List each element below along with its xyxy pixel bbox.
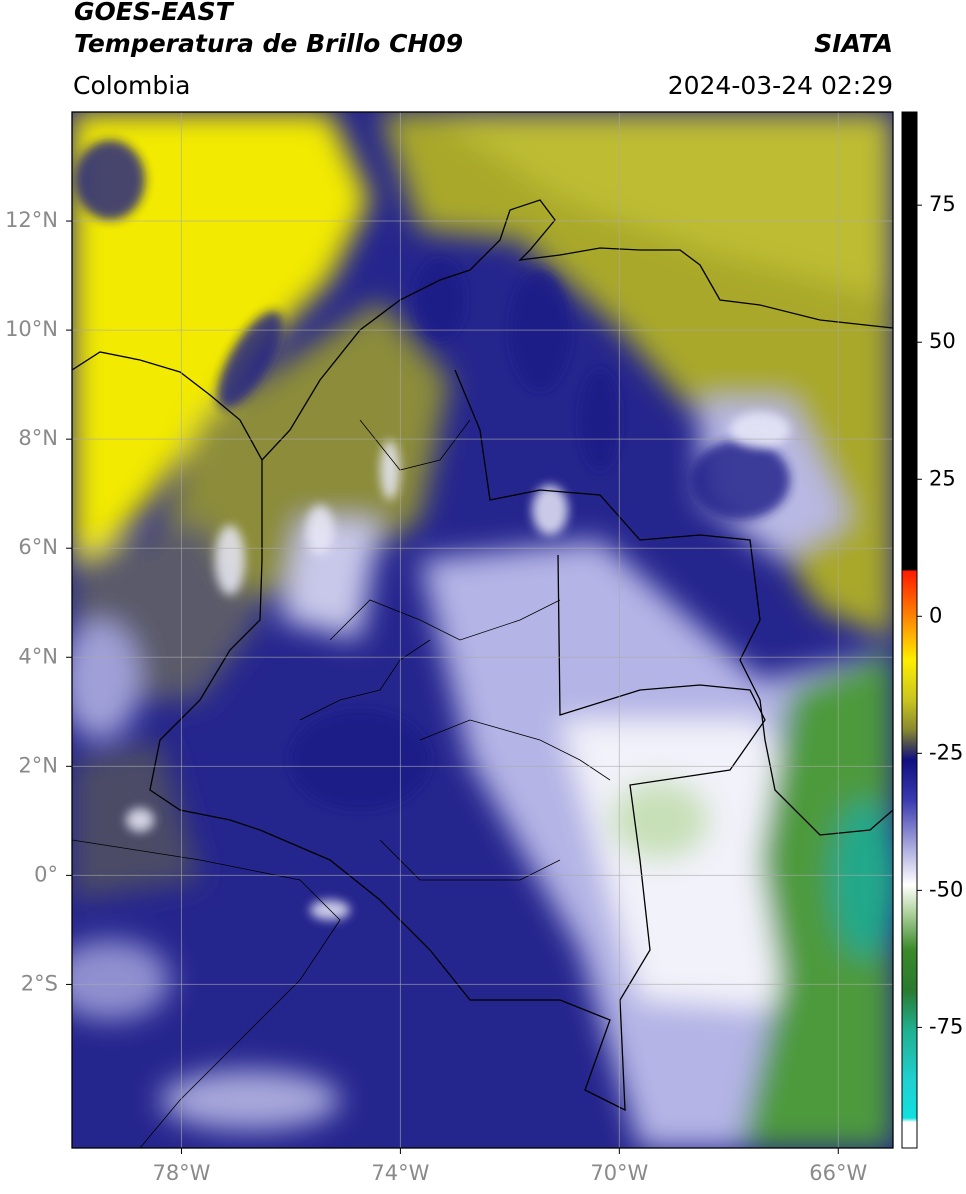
x-tick-label: 74°W [371,1161,429,1185]
colorbar-tick-label: 75 [929,192,956,216]
source: SIATA [814,29,893,58]
title: GOES-EAST [74,0,235,26]
colorbar-tick-label: 50 [929,329,956,353]
x-tick-label: 78°W [152,1161,210,1185]
y-tick-label: 8°N [18,426,58,450]
timestamp: 2024-03-24 02:29 [668,71,893,100]
region: Colombia [73,71,190,100]
y-tick-label: 4°N [18,644,58,668]
colorbar-tick-label: -50 [929,877,963,901]
colorbar [901,111,918,1149]
y-tick-label: 10°N [5,317,58,341]
colorbar-tick-label: 25 [929,466,956,490]
colorbar-tick-label: 0 [929,603,942,627]
y-tick-label: 2°N [18,753,58,777]
x-tick-label: 70°W [590,1161,648,1185]
y-tick-label: 0° [34,862,58,886]
borders [72,199,893,1148]
y-tick-label: 2°S [21,971,58,995]
colorbar-tick-label: -75 [929,1014,963,1038]
x-tick-label: 66°W [809,1161,867,1185]
y-tick-label: 6°N [18,535,58,559]
subtitle: Temperatura de Brillo CH09 [74,29,463,58]
y-tick-label: 12°N [5,208,58,232]
satellite-image [72,112,893,1148]
colorbar-tick-label: -25 [929,740,963,764]
map-frame [71,111,894,1149]
